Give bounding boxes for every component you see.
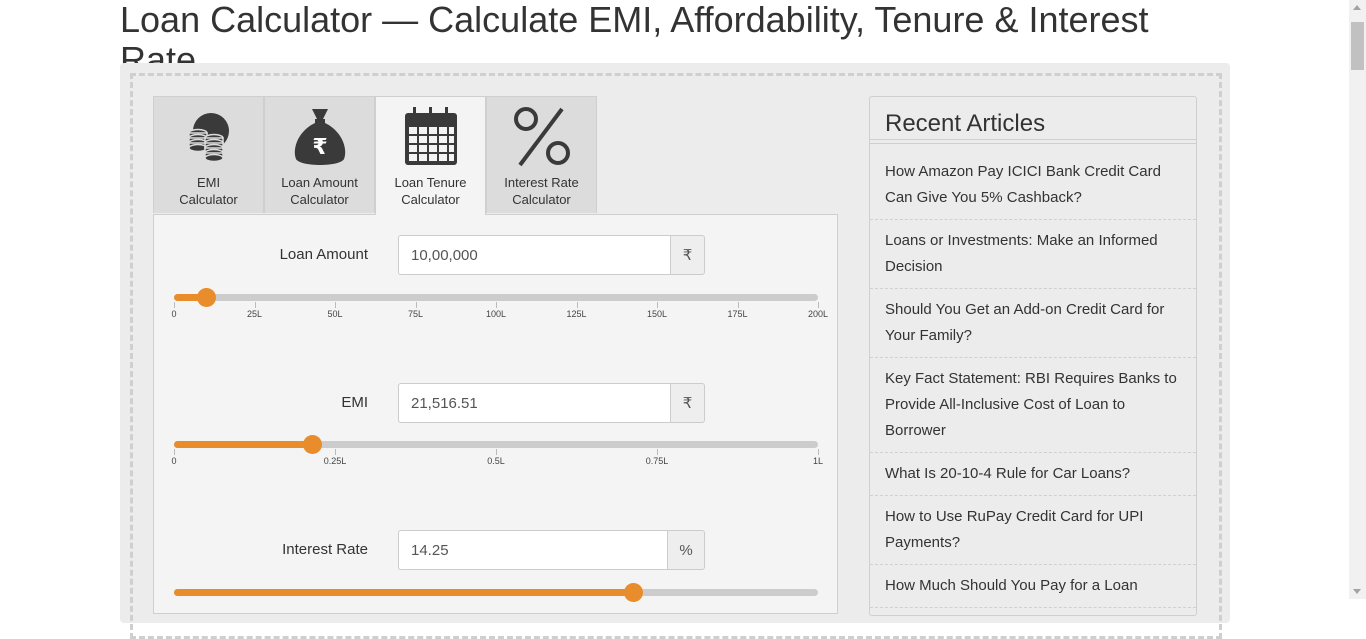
page-scrollbar[interactable] bbox=[1349, 0, 1366, 599]
slider-tick-label: 150L bbox=[646, 309, 668, 319]
tab-label-line1: Interest Rate bbox=[504, 175, 579, 190]
article-link[interactable]: Should You Get an Add-on Credit Card for… bbox=[870, 289, 1196, 358]
interest-rate-input[interactable] bbox=[398, 530, 667, 570]
tab-loan-amount-calculator[interactable]: ₹ Loan Amount Calculator bbox=[264, 96, 375, 213]
slider-track bbox=[174, 294, 818, 301]
sidebar-title: Recent Articles bbox=[885, 110, 1046, 137]
sidebar-divider bbox=[870, 139, 1196, 144]
slider-tick bbox=[657, 302, 658, 308]
loan-amount-input[interactable] bbox=[398, 235, 670, 275]
slider-tick-label: 25L bbox=[246, 309, 263, 319]
slider-tick bbox=[415, 302, 417, 308]
tab-loan-tenure-calculator[interactable]: Loan Tenure Calculator bbox=[375, 96, 486, 215]
calculator-tabs: EMI Calculator ₹ Loan Amount Calculator bbox=[153, 96, 597, 215]
percent-unit-addon: % bbox=[667, 530, 705, 570]
coins-icon bbox=[154, 105, 263, 169]
article-link[interactable]: Loans or Investments: Make an Informed D… bbox=[870, 220, 1196, 289]
tab-label-line2: Calculator bbox=[290, 192, 349, 207]
emi-input-group: ₹ bbox=[398, 383, 705, 423]
slider-tick-label: 1L bbox=[812, 456, 824, 466]
slider-handle[interactable] bbox=[197, 288, 217, 307]
loan-amount-label: Loan Amount bbox=[279, 246, 368, 263]
slider-fill bbox=[174, 294, 207, 301]
rupee-unit-addon: ₹ bbox=[670, 235, 705, 275]
slider-fill bbox=[174, 589, 634, 596]
slider-fill bbox=[174, 441, 313, 448]
tab-label-line1: Loan Tenure bbox=[394, 175, 467, 190]
slider-tick-label: 0 bbox=[171, 309, 177, 319]
slider-tick bbox=[576, 302, 578, 308]
slider-tick bbox=[335, 302, 336, 308]
article-link[interactable]: How Much Should You Pay for a Loan bbox=[870, 565, 1196, 608]
slider-tick bbox=[496, 302, 497, 308]
loan-amount-slider[interactable]: 0 25L 50L 75L 100L 125L 150L 175L 200L bbox=[171, 288, 828, 330]
interest-rate-label: Interest Rate bbox=[282, 541, 368, 558]
slider-tick-label: 0.5L bbox=[487, 456, 505, 466]
slider-tick-label: 125L bbox=[566, 309, 587, 319]
slider-tick bbox=[335, 449, 336, 455]
rupee-unit-addon: ₹ bbox=[670, 383, 705, 423]
article-link[interactable]: How to Use RuPay Credit Card for UPI Pay… bbox=[870, 496, 1196, 565]
tab-label: Loan Amount Calculator bbox=[265, 174, 374, 208]
svg-text:₹: ₹ bbox=[312, 135, 327, 160]
slider-tick-label: 0.25L bbox=[323, 456, 347, 466]
recent-articles-sidebar: Recent Articles How Amazon Pay ICICI Ban… bbox=[869, 96, 1197, 616]
slider-tick-label: 0.75L bbox=[645, 456, 669, 466]
article-link[interactable]: What Is 20-10-4 Rule for Car Loans? bbox=[870, 453, 1196, 496]
article-link[interactable]: Key Fact Statement: RBI Requires Banks t… bbox=[870, 358, 1196, 453]
tab-label-line1: Loan Amount bbox=[281, 175, 358, 190]
slider-tick bbox=[174, 449, 175, 455]
tab-label: Loan Tenure Calculator bbox=[376, 174, 485, 208]
slider-tick bbox=[737, 302, 739, 308]
calendar-icon bbox=[376, 105, 485, 169]
tab-label: EMI Calculator bbox=[154, 174, 263, 208]
article-list: How Amazon Pay ICICI Bank Credit Card Ca… bbox=[870, 142, 1196, 608]
article-link[interactable]: How Amazon Pay ICICI Bank Credit Card Ca… bbox=[870, 142, 1196, 220]
slider-tick bbox=[254, 302, 256, 308]
money-bag-icon: ₹ bbox=[265, 105, 374, 169]
tab-label-line2: Calculator bbox=[179, 192, 238, 207]
scroll-up-arrow-icon[interactable] bbox=[1353, 5, 1361, 10]
tab-emi-calculator[interactable]: EMI Calculator bbox=[153, 96, 264, 213]
slider-tick-label: 100L bbox=[485, 309, 507, 319]
emi-input[interactable] bbox=[398, 383, 670, 423]
slider-handle[interactable] bbox=[624, 583, 644, 602]
slider-tick bbox=[818, 449, 819, 455]
interest-rate-slider[interactable] bbox=[174, 583, 818, 625]
slider-tick-label: 200L bbox=[807, 309, 829, 319]
interest-rate-input-group: % bbox=[398, 530, 705, 570]
slider-tick-label: 75L bbox=[407, 309, 424, 319]
percent-icon bbox=[487, 105, 596, 169]
emi-label: EMI bbox=[341, 394, 368, 411]
slider-tick bbox=[174, 302, 175, 308]
emi-slider[interactable]: 0 0.25L 0.5L 0.75L 1L bbox=[171, 435, 823, 477]
slider-tick bbox=[657, 449, 658, 455]
tab-label-line2: Calculator bbox=[401, 192, 460, 207]
slider-tick bbox=[818, 302, 819, 308]
tab-interest-rate-calculator[interactable]: Interest Rate Calculator bbox=[486, 96, 597, 213]
slider-tick-label: 0 bbox=[171, 456, 177, 466]
scrollbar-thumb[interactable] bbox=[1351, 22, 1364, 70]
tab-label-line2: Calculator bbox=[512, 192, 571, 207]
slider-tick bbox=[496, 449, 497, 455]
tab-label: Interest Rate Calculator bbox=[487, 174, 596, 208]
slider-handle[interactable] bbox=[303, 435, 323, 454]
slider-tick-label: 50L bbox=[327, 309, 343, 319]
tab-label-line1: EMI bbox=[196, 175, 221, 190]
loan-amount-input-group: ₹ bbox=[398, 235, 705, 275]
slider-tick-label: 175L bbox=[727, 309, 748, 319]
scroll-down-arrow-icon[interactable] bbox=[1353, 589, 1361, 594]
slider-track bbox=[174, 441, 818, 448]
